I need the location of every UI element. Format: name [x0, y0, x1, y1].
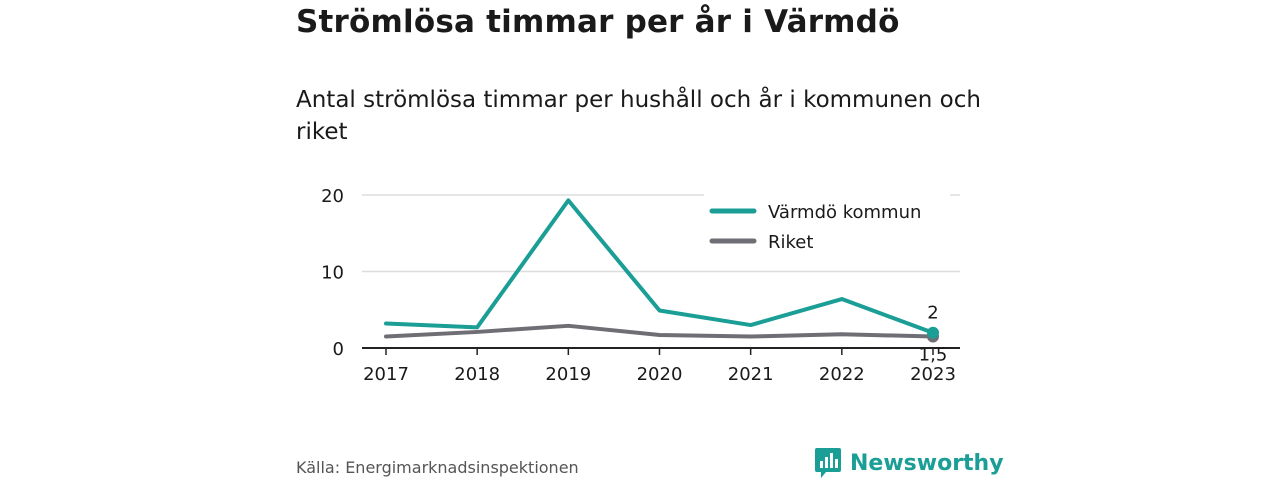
bar-chart-icon: [815, 448, 841, 478]
x-tick-label: 2017: [363, 364, 409, 385]
chart-title: Strömlösa timmar per år i Värmdö: [296, 4, 900, 40]
brand-logo: Newsworthy: [814, 446, 1004, 480]
x-tick-label: 2018: [454, 364, 500, 385]
x-tick-label: 2022: [819, 364, 865, 385]
y-tick-label: 0: [333, 339, 344, 360]
y-tick-label: 10: [321, 263, 344, 284]
legend-background: [704, 190, 950, 260]
series-line-1: [384, 323, 935, 339]
series-end-marker-0: [927, 326, 939, 339]
chart-subtitle: Antal strömlösa timmar per hushåll och å…: [296, 87, 981, 145]
end-value-label: 1,5: [919, 345, 948, 366]
series-lines: 21,5: [384, 198, 948, 366]
legend-label: Värmdö kommun: [768, 202, 921, 223]
x-tick-label: 2019: [545, 364, 591, 385]
x-tick-label: 2023: [910, 364, 956, 385]
brand-name: Newsworthy: [850, 450, 1004, 476]
y-tick-label: 20: [321, 186, 344, 207]
legend: Värmdö kommun Riket: [704, 190, 950, 260]
x-tick-label: 2021: [728, 364, 774, 385]
legend-label: Riket: [768, 232, 813, 253]
x-axis: 2017 2018 2019 2020 2021 2022 2023: [362, 347, 960, 385]
x-tick-label: 2020: [637, 364, 683, 385]
end-value-label: 2: [927, 303, 938, 324]
source-note: Källa: Energimarknadsinspektionen: [296, 458, 579, 477]
y-axis-ticks: 0 10 20: [321, 186, 344, 360]
series-line-0: [384, 198, 935, 335]
